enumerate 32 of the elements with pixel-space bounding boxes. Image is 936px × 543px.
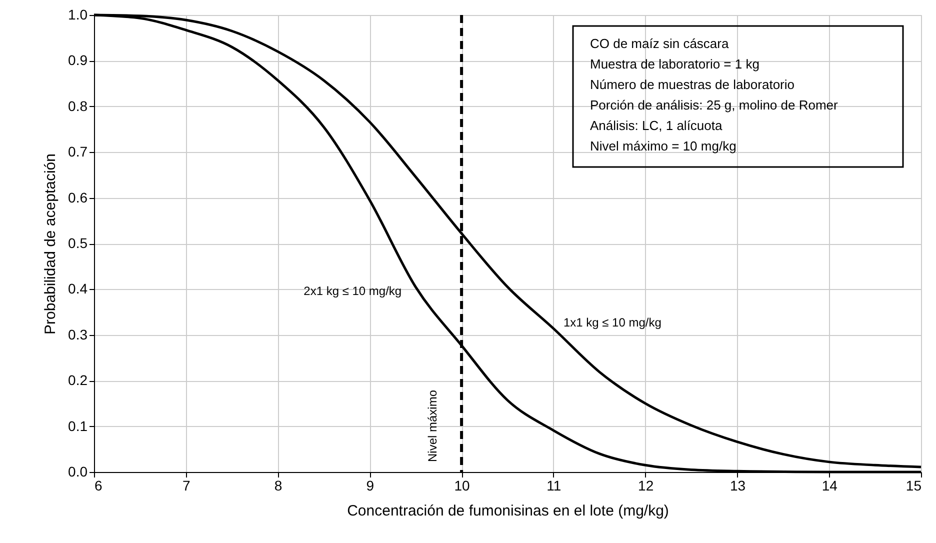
annotation: Nivel máximo = 10 mg/kg [590,138,736,154]
series-label: 2x1 kg ≤ 10 mg/kg [304,284,402,298]
y-tick-label: 0.1 [68,418,88,434]
annotation: CO de maíz sin cáscara [590,36,730,51]
x-tick-label: 6 [94,478,102,494]
x-tick-label: 15 [906,478,922,494]
y-tick-label: 0.5 [68,235,88,251]
y-tick-label: 0.3 [68,326,88,342]
x-tick-label: 11 [546,478,562,494]
x-axis-title: Concentración de fumonisinas en el lote (mg/kg) [347,502,669,520]
x-tick-label: 9 [366,478,374,494]
x-tick-label: 7 [182,478,190,494]
y-tick-label: 0.0 [68,464,88,480]
annotation: Porción de análisis: 25 g, molino de Romer [590,98,839,112]
ref-line-label: Nivel máximo [426,390,440,462]
x-tick-label: 14 [822,478,838,494]
y-tick-label: 0.6 [68,189,88,206]
y-tick-label: 1.0 [68,6,88,22]
y-axis-title: Probabilidad de aceptación [42,154,60,334]
annotation: Muestra de laboratorio = 1 kg [590,56,760,72]
y-tick-label: 0.4 [68,280,88,297]
y-tick-label: 0.8 [68,98,88,114]
x-tick-label: 8 [274,478,282,494]
y-tick-label: 0.2 [68,372,88,388]
x-tick-label: 13 [730,478,746,494]
x-tick-label: 10 [454,478,470,494]
series-label: 1x1 kg ≤ 10 mg/kg [563,316,662,330]
y-tick-label: 0.7 [68,144,88,160]
y-tick-label: 0.9 [68,52,88,68]
annotation: Número de muestras de laboratorio [590,77,794,92]
x-tick-label: 12 [638,478,654,494]
annotation: Análisis: LC, 1 alícuota [590,118,724,133]
